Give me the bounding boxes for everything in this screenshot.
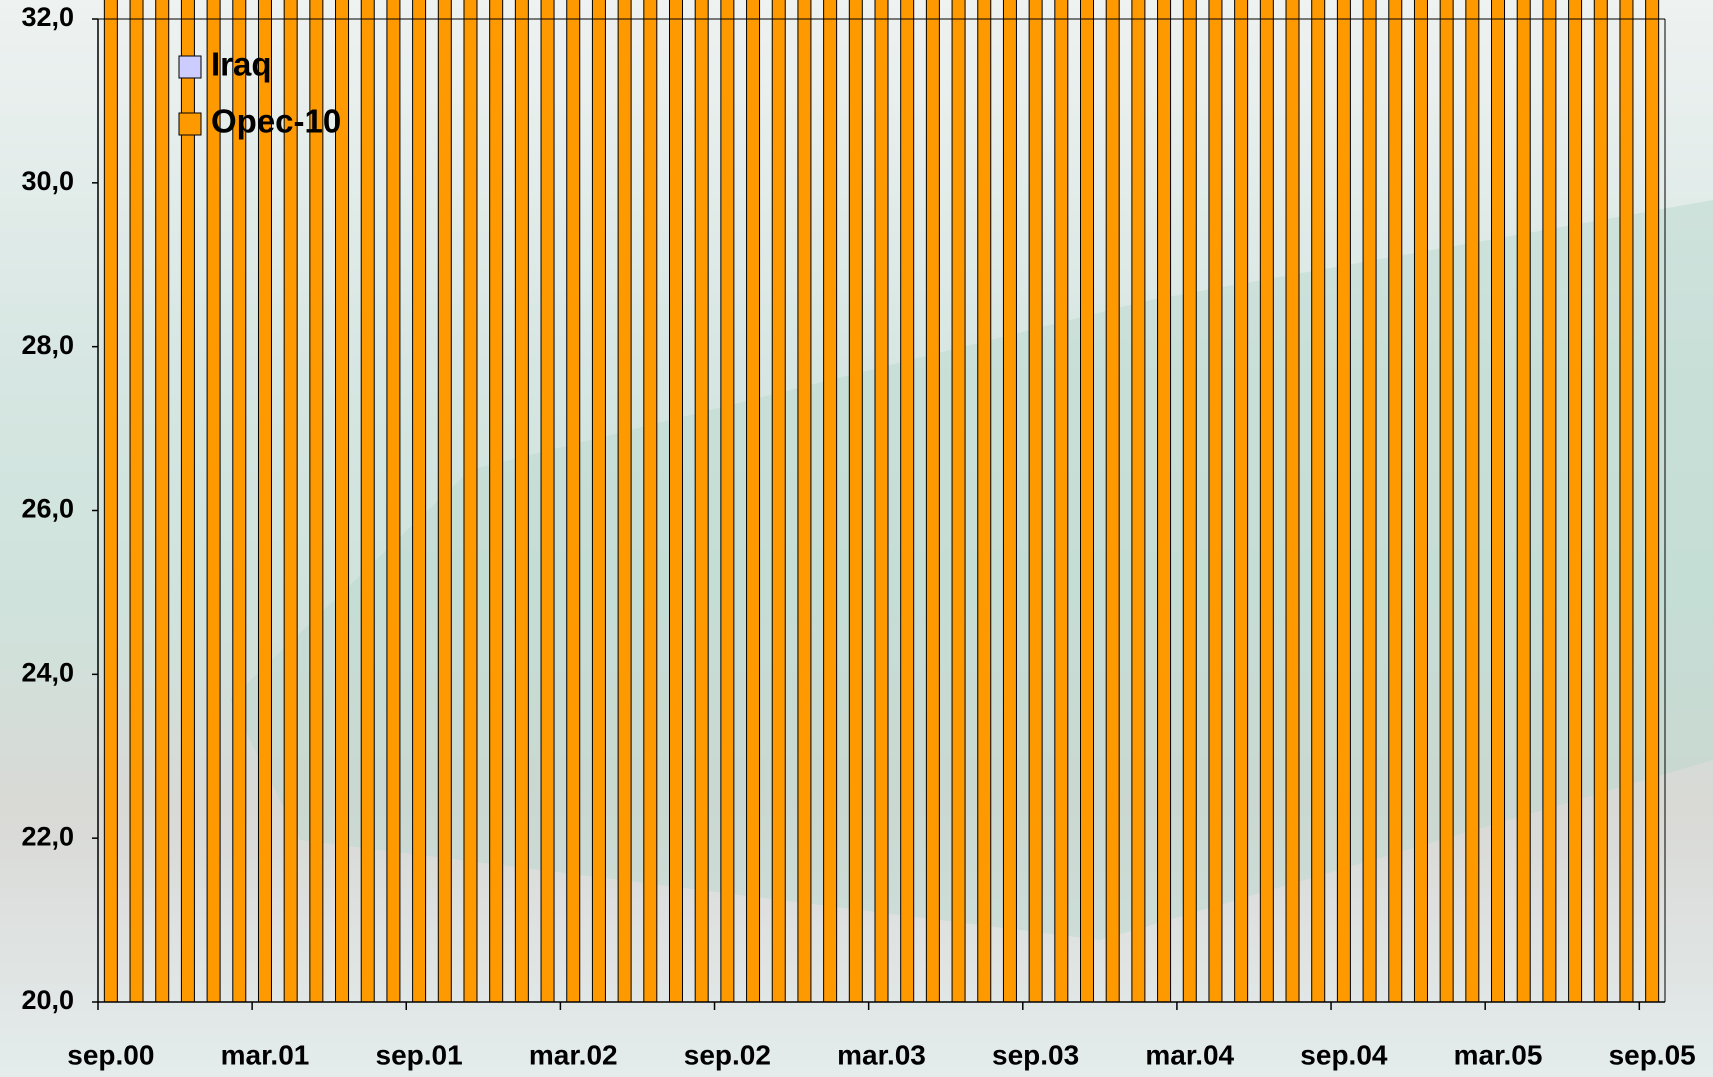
bar-segment xyxy=(1619,0,1634,1003)
y-tick-label: 26,0 xyxy=(21,494,74,524)
x-tick-label: mar.01 xyxy=(221,1039,310,1070)
x-tick-label: mar.02 xyxy=(529,1039,618,1070)
bar-segment xyxy=(1465,0,1480,1003)
bar-segment xyxy=(1208,0,1223,1003)
legend-label: Opec-10 xyxy=(211,103,341,140)
bar-segment xyxy=(1080,0,1095,1003)
bar-segment xyxy=(1568,0,1583,1003)
legend-swatch xyxy=(178,112,202,136)
x-tick-label: sep.00 xyxy=(67,1039,154,1070)
bar-segment xyxy=(668,0,683,1003)
bar-segment xyxy=(617,0,632,1003)
x-tick-label: sep.05 xyxy=(1609,1039,1696,1070)
x-tick-label: mar.04 xyxy=(1145,1039,1234,1070)
bar-segment xyxy=(489,0,504,1003)
bar-segment xyxy=(797,0,812,1003)
bar-segment xyxy=(1593,0,1608,1003)
bar-segment xyxy=(1234,0,1249,1003)
y-tick-label: 24,0 xyxy=(21,657,74,687)
bar-segment xyxy=(257,0,272,1003)
y-tick-label: 28,0 xyxy=(21,330,74,360)
bar-segment xyxy=(874,0,889,1003)
bar-segment xyxy=(1182,0,1197,1003)
legend-label: Iraq xyxy=(211,46,272,83)
x-tick-label: sep.03 xyxy=(992,1039,1079,1070)
x-tick-label: sep.01 xyxy=(376,1039,463,1070)
bar-segment xyxy=(1542,0,1557,1003)
plot: 20,0 22,0 24,0 26,0 28,0 30,0 32,0 sep.00 mar.01… xyxy=(21,0,1696,1070)
bar-segment xyxy=(1516,0,1531,1003)
bar-segment xyxy=(1054,0,1069,1003)
bar-segment xyxy=(1645,0,1660,1003)
bar-segment xyxy=(720,0,735,1003)
bar-segment xyxy=(591,0,606,1003)
x-tick-label: sep.04 xyxy=(1300,1039,1388,1070)
y-tick-label: 20,0 xyxy=(21,985,74,1015)
bar-segment xyxy=(283,0,298,1003)
bar-segment xyxy=(900,0,915,1003)
bar-segment xyxy=(1285,0,1300,1003)
bar-segment xyxy=(823,0,838,1003)
bar-segment xyxy=(848,0,863,1003)
bar-segment xyxy=(155,0,170,1003)
y-tick-label: 22,0 xyxy=(21,821,74,851)
bar-segment xyxy=(463,0,478,1003)
bar-segment xyxy=(1259,0,1274,1003)
bar-segment xyxy=(1105,0,1120,1003)
bar-segment xyxy=(1028,0,1043,1003)
bar-segment xyxy=(386,0,401,1003)
bar-segment xyxy=(746,0,761,1003)
bar-segment xyxy=(360,0,375,1003)
bar-segment xyxy=(1336,0,1351,1003)
bar-segment xyxy=(771,0,786,1003)
x-tick-label: sep.02 xyxy=(684,1039,771,1070)
bar-segment xyxy=(977,0,992,1003)
x-tick-label: mar.05 xyxy=(1454,1039,1543,1070)
bar-segment xyxy=(566,0,581,1003)
bar-segment xyxy=(1311,0,1326,1003)
bar-segment xyxy=(180,0,195,1003)
legend-swatch xyxy=(178,55,202,79)
bar-segment xyxy=(643,0,658,1003)
bar-segment xyxy=(1157,0,1172,1003)
bar-segment xyxy=(1439,0,1454,1003)
bar-segment xyxy=(437,0,452,1003)
y-tick-label: 30,0 xyxy=(21,166,74,196)
bar-segment xyxy=(129,0,144,1003)
y-tick-label: 32,0 xyxy=(21,2,74,32)
bar-segment xyxy=(951,0,966,1003)
bar-segment xyxy=(1491,0,1506,1003)
bar-segment xyxy=(1131,0,1146,1003)
bar-segment xyxy=(1413,0,1428,1003)
x-tick-label: mar.03 xyxy=(837,1039,926,1070)
bar-segment xyxy=(309,0,324,1003)
bar-segment xyxy=(232,0,247,1003)
bar-segment xyxy=(412,0,427,1003)
bar-segment xyxy=(540,0,555,1003)
bar-segment xyxy=(206,0,221,1003)
bar-segment xyxy=(335,0,350,1003)
bar-segment xyxy=(103,0,118,1003)
bar-segment xyxy=(1002,0,1017,1003)
bar-segment xyxy=(514,0,529,1003)
bar-segment xyxy=(925,0,940,1003)
bar-segment xyxy=(1362,0,1377,1003)
bar-segment xyxy=(694,0,709,1003)
bar-segment xyxy=(1388,0,1403,1003)
